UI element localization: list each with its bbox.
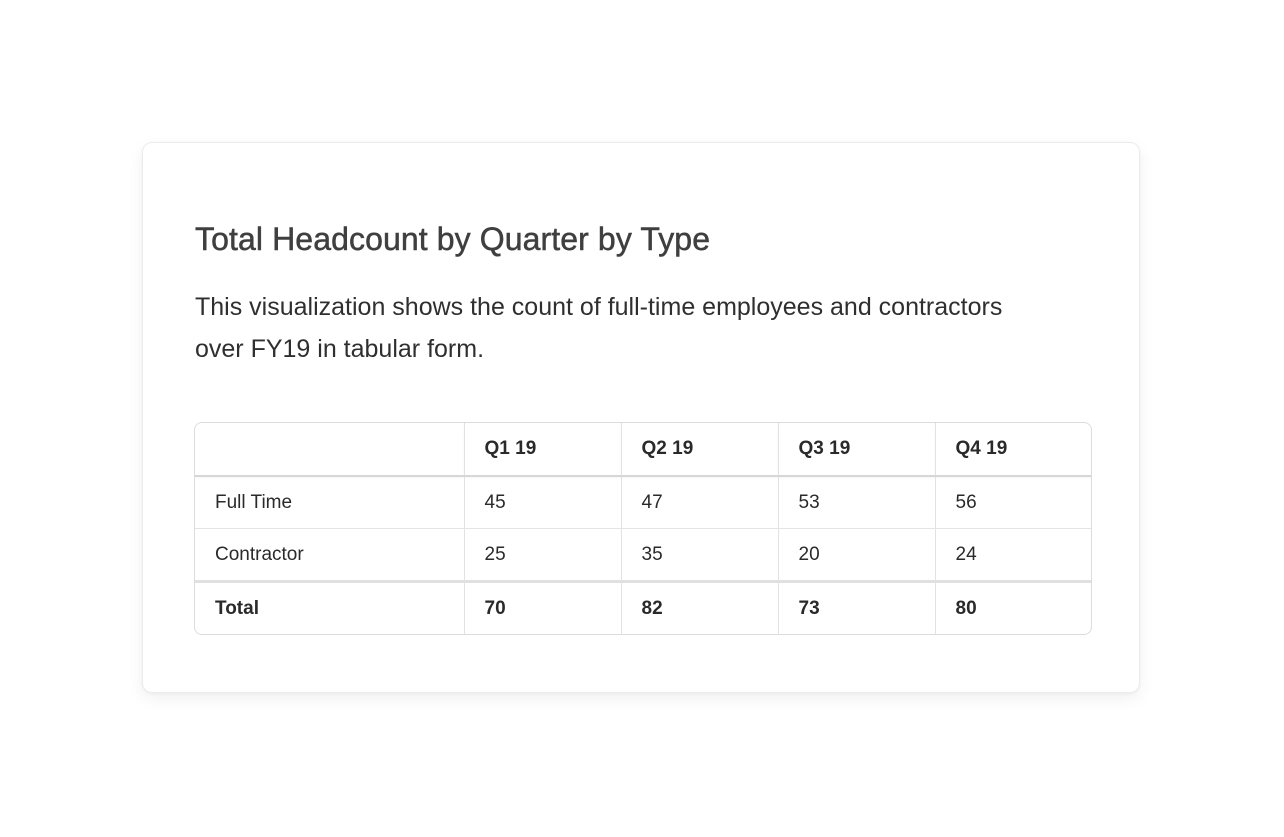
cell-full-time-q4: 56 [935, 476, 1091, 529]
cell-total-q2: 82 [621, 581, 779, 634]
table-row-full-time: Full Time 45 47 53 56 [195, 476, 1091, 529]
headcount-table-container: Q1 19 Q2 19 Q3 19 Q4 19 Full Time 45 47 … [194, 422, 1092, 635]
table-header-row: Q1 19 Q2 19 Q3 19 Q4 19 [195, 423, 1091, 477]
row-label-total: Total [195, 581, 465, 634]
cell-full-time-q1: 45 [464, 476, 622, 529]
headcount-card: Total Headcount by Quarter by Type This … [142, 142, 1140, 693]
cell-contractor-q4: 24 [935, 528, 1091, 583]
header-corner-cell [195, 423, 465, 477]
row-label-contractor: Contractor [195, 528, 465, 583]
table-row-total: Total 70 82 73 80 [195, 581, 1091, 634]
cell-contractor-q3: 20 [778, 528, 936, 583]
cell-contractor-q1: 25 [464, 528, 622, 583]
cell-total-q4: 80 [955, 597, 977, 619]
cell-full-time-q2: 47 [621, 476, 779, 529]
cell-contractor-q2: 35 [621, 528, 779, 583]
table-row-contractor: Contractor 25 35 20 24 [195, 528, 1091, 583]
cell-total-q1: 70 [464, 581, 622, 634]
card-title: Total Headcount by Quarter by Type [195, 221, 711, 258]
header-q2-19: Q2 19 [621, 423, 779, 477]
cell-full-time-q3: 53 [778, 476, 936, 529]
header-q1-19: Q1 19 [464, 423, 622, 477]
headcount-table: Q1 19 Q2 19 Q3 19 Q4 19 Full Time 45 47 … [195, 423, 1091, 634]
cell-total-q3: 73 [778, 581, 936, 634]
card-description: This visualization shows the count of fu… [195, 293, 1003, 363]
header-q3-19: Q3 19 [778, 423, 936, 477]
row-label-full-time: Full Time [195, 476, 465, 529]
header-q4-19: Q4 19 [935, 423, 1091, 477]
